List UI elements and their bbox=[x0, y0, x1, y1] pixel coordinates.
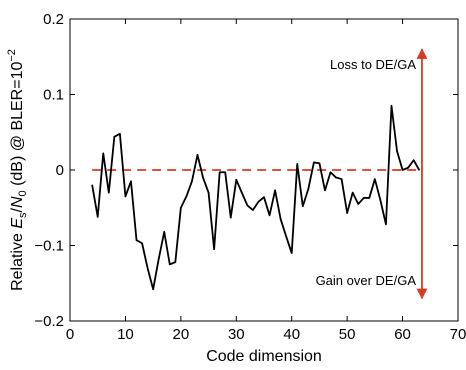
data-point bbox=[396, 150, 398, 152]
data-point bbox=[241, 192, 243, 194]
x-tick-label: 10 bbox=[117, 326, 134, 343]
y-axis-label: Relative Es/N0 (dB) @ BLER=10−2 bbox=[6, 49, 29, 291]
data-point bbox=[163, 231, 165, 233]
data-point bbox=[285, 235, 287, 238]
data-point bbox=[174, 261, 176, 263]
data-point bbox=[407, 167, 409, 169]
data-point bbox=[302, 205, 304, 207]
data-point bbox=[219, 171, 221, 173]
y-label-e: E bbox=[9, 218, 26, 229]
data-point bbox=[418, 169, 420, 171]
data-point bbox=[313, 161, 315, 164]
data-point bbox=[263, 196, 265, 198]
y-label-prefix: Relative bbox=[9, 229, 26, 291]
data-point bbox=[368, 197, 370, 199]
y-tick-label: −0.2 bbox=[34, 313, 64, 330]
data-points bbox=[91, 105, 420, 290]
x-axis-ticks: 0 10 20 30 40 50 60 70 bbox=[66, 19, 466, 343]
data-point bbox=[196, 154, 199, 156]
data-point bbox=[97, 216, 99, 218]
data-point bbox=[152, 288, 154, 290]
data-point bbox=[235, 179, 237, 181]
data-point bbox=[280, 218, 282, 220]
data-point bbox=[352, 192, 354, 194]
data-point bbox=[390, 105, 393, 107]
data-point bbox=[213, 248, 215, 250]
data-point bbox=[202, 176, 204, 179]
x-tick-label: 70 bbox=[450, 326, 466, 343]
data-point bbox=[91, 184, 93, 186]
x-axis-label: Code dimension bbox=[206, 348, 322, 365]
data-point bbox=[224, 171, 226, 173]
data-point bbox=[341, 178, 343, 180]
data-point bbox=[119, 133, 121, 135]
data-point bbox=[257, 201, 260, 203]
y-tick-label: 0.1 bbox=[43, 87, 64, 104]
data-point bbox=[401, 169, 404, 171]
data-point bbox=[180, 207, 182, 209]
data-point bbox=[124, 195, 127, 198]
data-point bbox=[296, 163, 298, 165]
data-point bbox=[113, 136, 115, 138]
data-point bbox=[346, 212, 348, 214]
x-tick-label: 60 bbox=[394, 326, 411, 343]
data-point bbox=[252, 209, 254, 211]
y-label-n-sub: 0 bbox=[17, 190, 29, 196]
annotation-gain: Gain over DE/GA bbox=[316, 273, 417, 288]
data-point bbox=[329, 171, 332, 173]
data-point bbox=[324, 189, 326, 191]
annotation-loss: Loss to DE/GA bbox=[330, 57, 416, 72]
data-point bbox=[108, 192, 110, 194]
data-point bbox=[207, 192, 210, 194]
y-label-sup: −2 bbox=[6, 49, 18, 62]
x-tick-label: 50 bbox=[339, 326, 356, 343]
data-point bbox=[158, 258, 160, 260]
x-tick-label: 30 bbox=[228, 326, 245, 343]
y-label-e-sub: s bbox=[17, 212, 29, 218]
data-point bbox=[374, 178, 376, 180]
y-axis-ticks: −0.2 −0.1 0 0.1 0.2 bbox=[34, 11, 458, 330]
data-point bbox=[379, 199, 381, 201]
data-point bbox=[135, 239, 138, 241]
data-point bbox=[169, 263, 171, 265]
data-point bbox=[318, 162, 321, 164]
y-label-suffix: (dB) @ BLER=10 bbox=[9, 62, 26, 191]
series-line bbox=[91, 104, 420, 291]
data-point bbox=[191, 180, 193, 182]
data-point bbox=[185, 195, 187, 198]
y-label-slash: / bbox=[9, 208, 26, 213]
data-point bbox=[357, 203, 359, 205]
x-tick-label: 40 bbox=[283, 326, 300, 343]
y-tick-label: 0.2 bbox=[43, 11, 64, 28]
y-label-n: N bbox=[9, 196, 26, 208]
y-tick-label: −0.1 bbox=[34, 238, 64, 255]
data-point bbox=[274, 189, 276, 191]
data-point bbox=[268, 214, 271, 216]
data-point bbox=[246, 204, 248, 207]
data-point bbox=[130, 180, 132, 182]
x-tick-label: 20 bbox=[173, 326, 190, 343]
data-point bbox=[363, 197, 365, 199]
y-tick-label: 0 bbox=[56, 162, 64, 179]
data-point bbox=[307, 188, 309, 190]
data-point bbox=[335, 176, 337, 179]
data-point bbox=[291, 252, 293, 254]
x-tick-label: 0 bbox=[66, 326, 74, 343]
data-point bbox=[102, 152, 104, 154]
data-point bbox=[230, 216, 232, 219]
data-point bbox=[385, 223, 387, 225]
data-point bbox=[147, 267, 149, 269]
data-point bbox=[413, 159, 415, 161]
data-point bbox=[141, 242, 143, 244]
